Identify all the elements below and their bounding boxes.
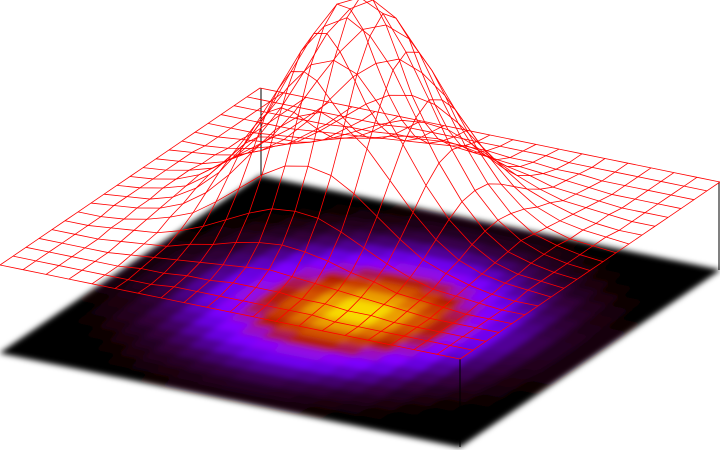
mesh-line xyxy=(413,172,675,350)
mesh-line xyxy=(45,97,307,275)
mesh-line xyxy=(183,32,445,303)
mesh-line xyxy=(344,158,606,336)
mesh-line xyxy=(436,176,698,355)
mesh-line xyxy=(68,101,330,280)
mesh-line xyxy=(298,99,560,327)
mesh-line xyxy=(206,3,468,308)
mesh-line xyxy=(252,13,514,318)
mesh-line xyxy=(229,0,491,313)
mesh-line xyxy=(114,111,376,289)
heat-cell xyxy=(683,264,720,280)
surface-mesh xyxy=(0,0,720,360)
mesh-line xyxy=(160,71,422,299)
mesh-line xyxy=(0,87,261,266)
mesh-line xyxy=(22,92,284,271)
mesh-line xyxy=(367,162,629,341)
heatmap-base xyxy=(0,175,720,448)
mesh-line xyxy=(459,181,720,360)
mesh-line xyxy=(321,144,583,332)
mesh-line xyxy=(390,167,652,346)
mesh-line xyxy=(91,106,353,285)
mesh-line xyxy=(137,107,399,294)
box-edges xyxy=(260,88,720,447)
